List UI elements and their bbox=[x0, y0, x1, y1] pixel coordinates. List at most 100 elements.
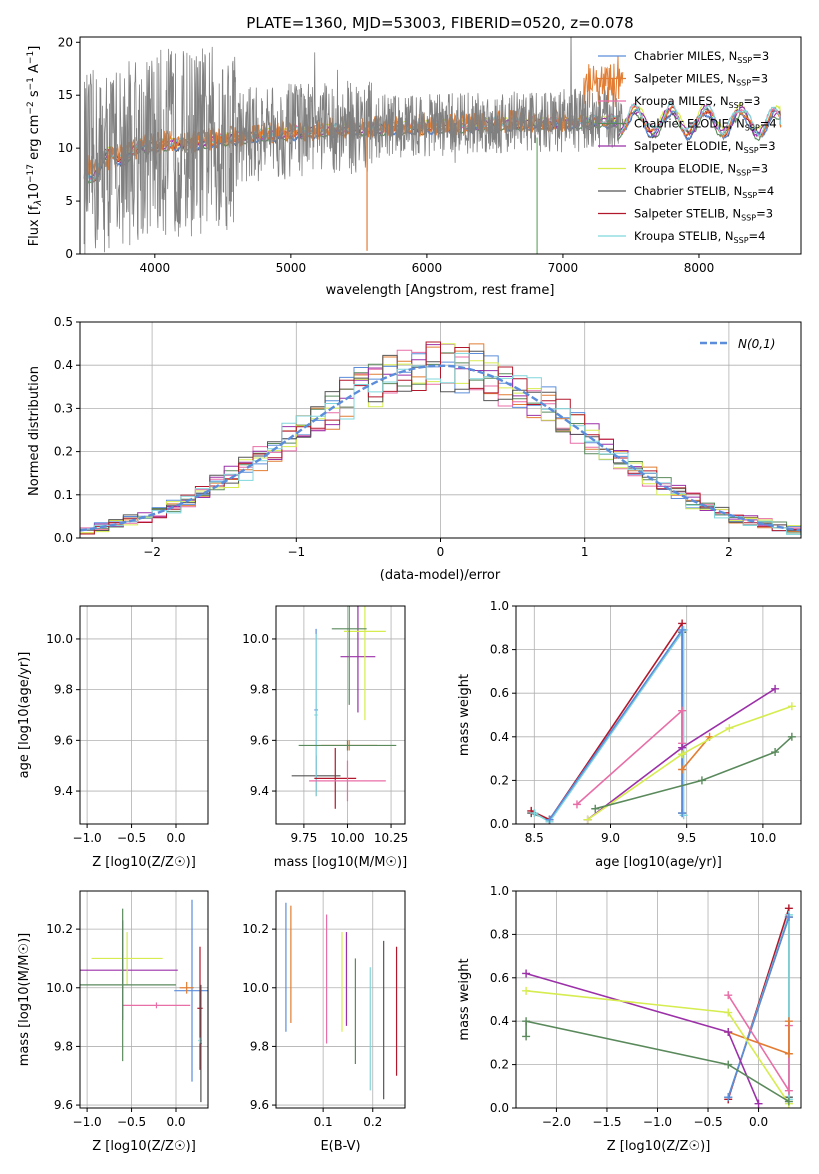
x-tick-label: 0.2 bbox=[363, 1115, 382, 1129]
x-axis-label: Z [log10(Z/Z☉)] bbox=[607, 1139, 711, 1154]
legend-label: Salpeter MILES, NSSP=3 bbox=[634, 72, 768, 88]
y-tick-label: 0.0 bbox=[490, 1101, 509, 1115]
y-tick-label: 9.4 bbox=[54, 784, 73, 798]
y-axis-label: mass weight bbox=[457, 958, 472, 1040]
plus-marker bbox=[522, 1017, 531, 1026]
plus-marker bbox=[591, 804, 600, 813]
legend-label: Kroupa MILES, NSSP=3 bbox=[634, 94, 760, 110]
x-axis-label: Z [log10(Z/Z☉)] bbox=[92, 1139, 196, 1154]
legend-label: Chabrier ELODIE, NSSP=4 bbox=[634, 117, 777, 133]
plus-marker bbox=[784, 1086, 793, 1095]
x-tick-label: −0.5 bbox=[693, 1115, 722, 1129]
y-tick-label: 0.5 bbox=[54, 315, 73, 329]
histogram-x-label: (data-model)/error bbox=[380, 568, 501, 583]
plus-marker bbox=[784, 913, 793, 922]
x-tick-label: 8000 bbox=[684, 261, 715, 275]
x-tick-label: 7000 bbox=[548, 261, 579, 275]
x-tick-label: 9.0 bbox=[601, 831, 620, 845]
plus-marker bbox=[697, 776, 706, 785]
axes-frame bbox=[79, 605, 209, 825]
axes-frame bbox=[79, 890, 209, 1109]
x-tick-label: 0.1 bbox=[314, 1115, 333, 1129]
x-axis-label: age [log10(age/yr)] bbox=[595, 855, 722, 870]
legend-label: Chabrier STELIB, NSSP=4 bbox=[634, 184, 774, 200]
y-tick-label: 0.6 bbox=[490, 686, 509, 700]
x-tick-label: 10.25 bbox=[374, 831, 408, 845]
plus-marker bbox=[724, 1008, 733, 1017]
axes-frame bbox=[275, 890, 406, 1109]
y-tick-label: 9.8 bbox=[250, 1039, 269, 1053]
y-tick-label: 10.0 bbox=[242, 981, 269, 995]
plus-marker bbox=[787, 702, 796, 711]
y-tick-label: 9.6 bbox=[54, 1098, 73, 1112]
y-tick-label: 0.4 bbox=[54, 358, 73, 372]
y-axis-label: mass weight bbox=[457, 674, 472, 756]
x-tick-label: −2.0 bbox=[542, 1115, 571, 1129]
spectrum-legend: Chabrier MILES, NSSP=3 Salpeter MILES, NS… bbox=[598, 49, 777, 245]
plus-marker bbox=[784, 1017, 793, 1026]
mass-weight-line bbox=[525, 1020, 790, 1103]
y-tick-label: 15 bbox=[58, 88, 73, 102]
x-tick-label: 5000 bbox=[276, 261, 307, 275]
x-tick-label: −1.0 bbox=[73, 831, 102, 845]
mass-vs-metallicity-panel: −1.0 −0.5 0.0 9.6 9.8 10.0 10.2 Z [log10(Z/Z☉)]… bbox=[17, 890, 209, 1154]
y-tick-label: 20 bbox=[58, 35, 73, 49]
x-axis-label: mass [log10(M/M☉)] bbox=[274, 855, 407, 870]
y-tick-label: 0.2 bbox=[490, 1058, 509, 1072]
plus-marker bbox=[678, 765, 687, 774]
mass-vs-extinction-panel: 0.1 0.2 9.6 9.8 10.0 10.2 E(B-V) bbox=[242, 890, 406, 1154]
normal-reference-curve bbox=[80, 364, 801, 532]
x-tick-label: −0.5 bbox=[117, 1115, 146, 1129]
y-tick-label: 0.0 bbox=[54, 531, 73, 545]
axes-frame bbox=[79, 321, 802, 539]
legend-label: Salpeter STELIB, NSSP=3 bbox=[634, 207, 773, 223]
plus-marker bbox=[583, 815, 592, 824]
y-axis-label: age [log10(age/yr)] bbox=[17, 652, 32, 779]
x-tick-label: 1 bbox=[581, 545, 589, 559]
axes-frame bbox=[79, 36, 802, 255]
x-axis-label: Z [log10(Z/Z☉)] bbox=[92, 855, 196, 870]
legend-label: Kroupa ELODIE, NSSP=3 bbox=[634, 162, 768, 178]
spectrum-panel: PLATE=1360, MJD=53003, FIBERID=0520, z=0… bbox=[26, 14, 802, 298]
y-tick-label: 9.8 bbox=[54, 683, 73, 697]
plus-marker bbox=[784, 1049, 793, 1058]
y-tick-label: 9.6 bbox=[250, 733, 269, 747]
plus-marker bbox=[724, 991, 733, 1000]
mass-weight-line bbox=[530, 622, 683, 821]
mass-weight-line bbox=[587, 705, 793, 821]
plus-marker bbox=[522, 1032, 531, 1041]
plus-marker bbox=[754, 1099, 763, 1108]
y-tick-label: 0.8 bbox=[490, 643, 509, 657]
histogram-legend: N(0,1) bbox=[700, 337, 775, 351]
y-tick-label: 0.2 bbox=[54, 445, 73, 459]
y-tick-label: 5 bbox=[65, 194, 73, 208]
y-tick-label: 10.2 bbox=[242, 922, 269, 936]
plus-marker bbox=[678, 625, 687, 634]
y-tick-label: 10 bbox=[58, 141, 73, 155]
plus-marker bbox=[678, 809, 687, 818]
y-tick-label: 0 bbox=[65, 247, 73, 261]
x-tick-label: 6000 bbox=[412, 261, 443, 275]
x-tick-label: 9.5 bbox=[677, 831, 696, 845]
spectrum-y-label: Flux [fλ10−17 erg cm−2 s−1 A−1] bbox=[26, 46, 44, 247]
plus-marker bbox=[724, 1093, 733, 1102]
x-tick-label: 0.0 bbox=[166, 831, 185, 845]
x-tick-label: 8.5 bbox=[525, 831, 544, 845]
mass-weight-line bbox=[533, 627, 685, 823]
plus-marker bbox=[522, 969, 531, 978]
x-tick-label: −1 bbox=[287, 545, 305, 559]
plus-marker bbox=[724, 1060, 733, 1069]
y-tick-label: 0.2 bbox=[490, 773, 509, 787]
x-tick-label: −1.0 bbox=[643, 1115, 672, 1129]
axes-frame bbox=[275, 605, 406, 825]
y-tick-label: 10.2 bbox=[46, 922, 73, 936]
x-tick-label: −1.5 bbox=[592, 1115, 621, 1129]
observed-spectrum-line bbox=[83, 37, 624, 254]
histogram-plot-area: −2 −1 0 1 2 0.0 0.1 0.2 0.3 0.4 0.5 bbox=[54, 315, 802, 559]
x-tick-label: 0.0 bbox=[749, 1115, 768, 1129]
x-tick-label: −2 bbox=[143, 545, 161, 559]
legend-label: Chabrier MILES, NSSP=3 bbox=[634, 49, 769, 65]
y-axis-label: mass [log10(M/M☉)] bbox=[17, 933, 32, 1066]
y-tick-label: 9.4 bbox=[250, 784, 269, 798]
